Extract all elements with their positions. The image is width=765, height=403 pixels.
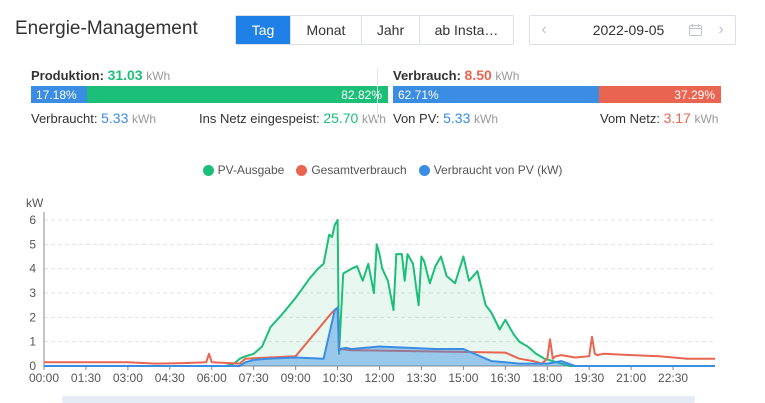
legend-dot-total <box>296 164 308 176</box>
consumption-grid-unit: kWh <box>694 112 719 126</box>
x-tick-label: 00:00 <box>29 371 59 385</box>
production-exported-value: 25.70 <box>323 110 359 126</box>
production-label: Produktion: <box>31 68 104 83</box>
legend-item-pv[interactable]: PV-Ausgabe <box>202 163 285 177</box>
consumption-value: 8.50 <box>464 67 492 83</box>
consumption-label: Verbrauch: <box>393 68 461 83</box>
tab-month[interactable]: Monat <box>290 16 361 44</box>
consumption-unit: kWh <box>495 69 520 83</box>
power-chart: kW 0 1 2 3 4 5 6 00:00 01:30 03:00 04:30 06:00 07:3… <box>26 196 715 385</box>
chart-series <box>44 219 715 367</box>
tab-since-installation[interactable]: ab Insta… <box>419 16 513 44</box>
production-header: Produktion: 31.03 kWh <box>31 67 170 83</box>
y-tick-label: 4 <box>29 262 36 276</box>
y-axis-ticks: 0 1 2 3 4 5 6 <box>29 213 36 373</box>
legend-item-total[interactable]: Gesamtverbrauch <box>296 163 407 177</box>
x-tick-label: 10:30 <box>323 371 353 385</box>
chart-zoom-slider[interactable] <box>62 396 695 403</box>
y-tick-label: 5 <box>29 237 36 251</box>
consumption-pv-label: Von PV: <box>393 111 440 126</box>
chevron-left-icon[interactable]: ‹ <box>541 21 547 38</box>
legend-dot-pv <box>202 164 214 176</box>
chart-legend: PV-Ausgabe Gesamtverbrauch Verbraucht vo… <box>0 163 765 177</box>
x-tick-label: 07:30 <box>239 371 269 385</box>
consumption-bar-pv: 62.71% <box>393 86 599 103</box>
y-tick-label: 0 <box>29 359 36 373</box>
consumption-grid-label: Vom Netz: <box>600 111 660 126</box>
tab-day[interactable]: Tag <box>236 16 290 44</box>
y-tick-label: 1 <box>29 335 36 349</box>
x-tick-label: 01:30 <box>71 371 101 385</box>
production-bar-exported: 82.82% <box>87 86 388 103</box>
x-tick-label: 04:30 <box>155 371 185 385</box>
production-consumed-label: Verbraucht: <box>31 111 98 126</box>
production-unit: kWh <box>146 69 171 83</box>
y-tick-label: 2 <box>29 310 36 324</box>
tab-year[interactable]: Jahr <box>361 16 419 44</box>
x-axis-ticks: 00:00 01:30 03:00 04:30 06:00 07:30 09:00 10:30… <box>29 366 688 385</box>
production-exported-label: Ins Netz eingespeist: <box>199 111 320 126</box>
production-bar: 17.18% 82.82% <box>31 86 388 103</box>
chevron-right-icon[interactable]: › <box>718 21 724 38</box>
x-tick-label: 21:00 <box>616 371 646 385</box>
legend-label-pv: PV-Ausgabe <box>217 163 285 177</box>
x-tick-label: 13:30 <box>406 371 436 385</box>
consumption-grid-value: 3.17 <box>663 110 691 126</box>
y-axis-label: kW <box>26 196 44 210</box>
x-tick-label: 09:00 <box>281 371 311 385</box>
series-pv-consumed-line <box>44 306 715 367</box>
consumption-pv-value: 5.33 <box>443 110 471 126</box>
x-tick-label: 03:00 <box>113 371 143 385</box>
series-pv-output-area <box>44 220 715 366</box>
production-value: 31.03 <box>107 67 143 83</box>
x-tick-label: 19:30 <box>574 371 604 385</box>
x-tick-label: 15:00 <box>448 371 478 385</box>
date-picker[interactable]: ‹ 2022-09-05 › <box>529 15 736 45</box>
legend-dot-pv-consumed <box>418 164 430 176</box>
legend-label-total: Gesamtverbrauch <box>311 163 407 177</box>
production-consumed: Verbraucht: 5.33 kWh <box>31 110 156 126</box>
period-tabs: Tag Monat Jahr ab Insta… <box>235 15 514 45</box>
consumption-bar-grid: 37.29% <box>599 86 721 103</box>
consumption-from-pv: Von PV: 5.33 kWh <box>393 110 498 126</box>
page-title: Energie-Management <box>15 18 198 39</box>
x-tick-label: 22:30 <box>658 371 688 385</box>
x-tick-label: 18:00 <box>532 371 562 385</box>
production-consumed-value: 5.33 <box>101 110 129 126</box>
legend-item-pv-consumed[interactable]: Verbraucht von PV (kW) <box>418 163 563 177</box>
series-total-consumption-line <box>44 306 715 365</box>
production-exported: Ins Netz eingespeist: 25.70 kWh <box>199 110 386 126</box>
y-tick-label: 6 <box>29 213 36 227</box>
x-tick-label: 16:30 <box>490 371 520 385</box>
consumption-bar: 62.71% 37.29% <box>393 86 721 103</box>
production-bar-consumed: 17.18% <box>31 86 87 103</box>
date-value[interactable]: 2022-09-05 <box>592 22 665 38</box>
production-consumed-unit: kWh <box>132 112 156 126</box>
consumption-header: Verbrauch: 8.50 kWh <box>393 67 519 83</box>
legend-label-pv-consumed: Verbraucht von PV (kW) <box>433 163 563 177</box>
series-pv-consumed-area <box>44 307 715 366</box>
series-pv-output-line <box>44 219 715 367</box>
x-tick-label: 06:00 <box>197 371 227 385</box>
consumption-pv-unit: kWh <box>474 112 498 126</box>
x-tick-label: 12:00 <box>364 371 394 385</box>
calendar-icon[interactable] <box>683 24 707 36</box>
consumption-from-grid: Vom Netz: 3.17 kWh <box>600 110 718 126</box>
production-exported-unit: kWh <box>361 112 386 126</box>
y-tick-label: 3 <box>29 286 36 300</box>
stats-divider <box>377 68 378 124</box>
